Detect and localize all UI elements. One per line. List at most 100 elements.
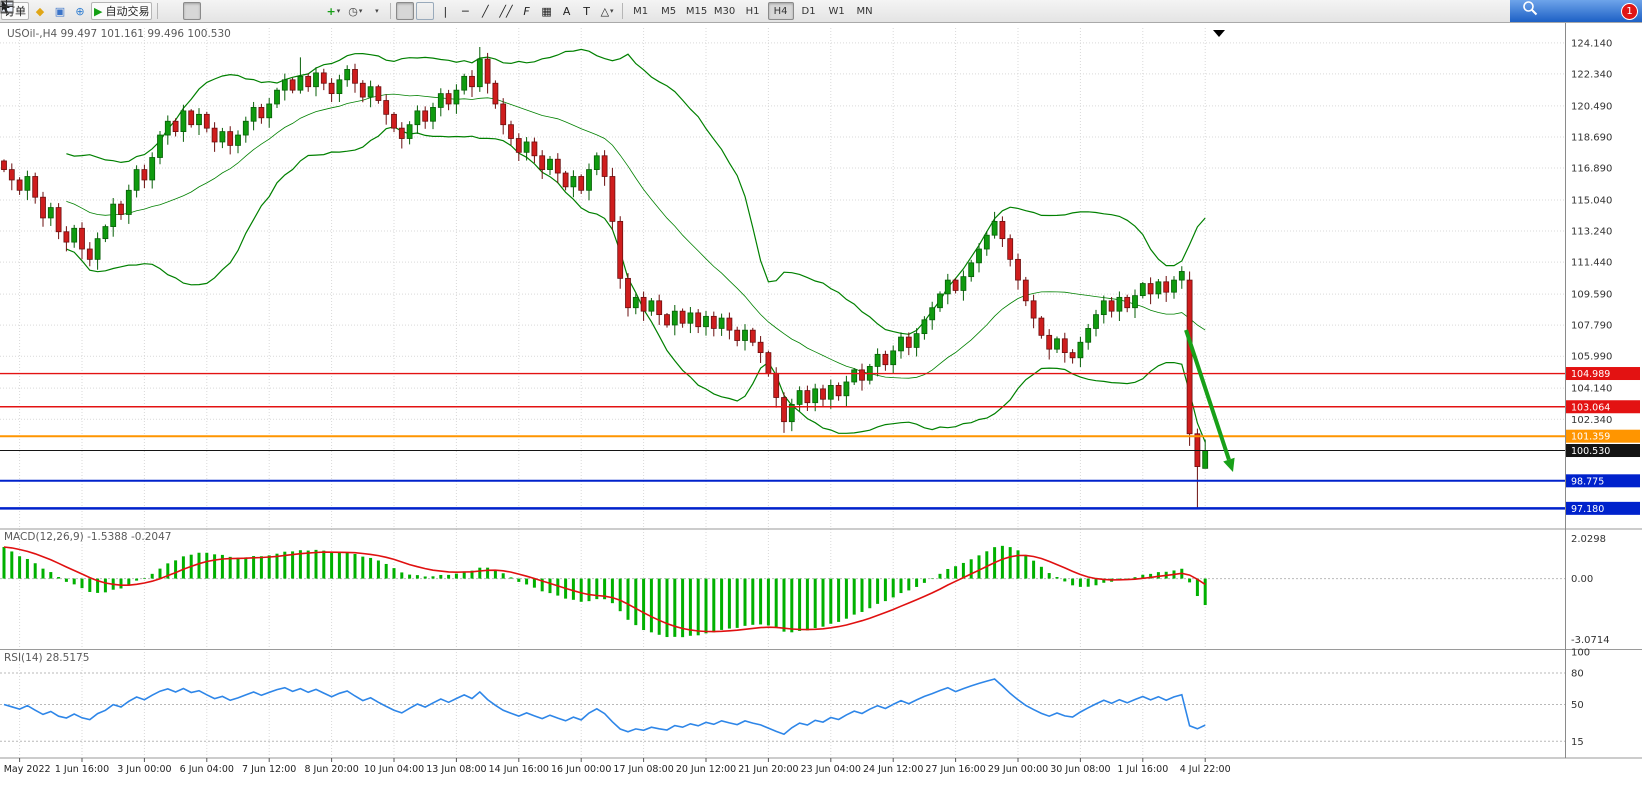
add-indicator-button[interactable]: + ▾ bbox=[323, 2, 343, 20]
timeframe-button-D1[interactable]: D1 bbox=[801, 5, 816, 17]
diamond-icon: ◆ bbox=[35, 4, 45, 18]
dropdown-caret-icon: ▾ bbox=[375, 7, 379, 15]
indicator-window-button[interactable] bbox=[0, 0, 321, 20]
dropdown-caret-icon: ▾ bbox=[336, 7, 341, 15]
shapes-tool-button[interactable]: △ ▾ bbox=[598, 2, 617, 20]
svg-text:27 Jun 16:00: 27 Jun 16:00 bbox=[925, 764, 985, 775]
trendline-icon: ╱ bbox=[482, 4, 489, 18]
svg-text:109.590: 109.590 bbox=[1571, 290, 1612, 301]
trend-arrow-annotation[interactable] bbox=[1184, 329, 1235, 472]
clock-icon: ◷ bbox=[348, 4, 358, 18]
svg-text:10 Jun 04:00: 10 Jun 04:00 bbox=[364, 764, 424, 775]
zoom-in-button[interactable] bbox=[1, 1, 241, 20]
svg-text:3 Jun 00:00: 3 Jun 00:00 bbox=[117, 764, 171, 775]
channel-icon: ╱╱ bbox=[499, 4, 513, 18]
text-tool-button[interactable]: A bbox=[558, 2, 576, 20]
tile-windows-button[interactable] bbox=[1, 1, 281, 20]
candlesticks bbox=[1, 46, 1209, 509]
arrange-charts-button[interactable] bbox=[0, 1, 301, 20]
terminal-button[interactable]: ⊕ bbox=[71, 2, 89, 20]
bar-chart-type-button[interactable] bbox=[2, 1, 181, 20]
globe-icon: ⊕ bbox=[75, 4, 85, 18]
template-button[interactable]: ▾ bbox=[0, 1, 385, 20]
svg-text:29 Jun 00:00: 29 Jun 00:00 bbox=[988, 764, 1048, 775]
cursor-tool-button[interactable] bbox=[2, 1, 415, 20]
search-icon[interactable] bbox=[1522, 0, 1538, 16]
svg-text:23 Jun 04:00: 23 Jun 04:00 bbox=[801, 764, 861, 775]
titlebar-right: 1 bbox=[1510, 0, 1642, 22]
svg-text:100: 100 bbox=[1571, 648, 1590, 659]
svg-text:50: 50 bbox=[1571, 700, 1584, 711]
zoom-out-button[interactable] bbox=[1, 1, 261, 20]
timeframe-group: M1 M5 M15 M30 H1 H4 D1 W1 MN bbox=[627, 2, 879, 20]
price-tag-101.359 bbox=[1566, 429, 1640, 443]
fibonacci-icon: F bbox=[523, 4, 530, 18]
autotrading-label: 自动交易 bbox=[105, 4, 150, 18]
timeframe-button-M30[interactable]: M30 bbox=[713, 5, 736, 17]
new-order-label: 订单 bbox=[4, 4, 26, 18]
svg-text:14 Jun 16:00: 14 Jun 16:00 bbox=[489, 764, 549, 775]
timeframe-button-M1[interactable]: M1 bbox=[633, 5, 649, 17]
market-watch-button[interactable]: ▣ bbox=[51, 2, 69, 20]
svg-text:2.0298: 2.0298 bbox=[1571, 534, 1606, 545]
macd-label: MACD(12,26,9) -1.5388 -0.2047 bbox=[4, 531, 172, 543]
favorites-button[interactable]: ◆ bbox=[31, 2, 49, 20]
rsi-pane bbox=[0, 672, 1565, 742]
label-tool-button[interactable]: T bbox=[578, 2, 596, 20]
notification-badge[interactable]: 1 bbox=[1621, 3, 1638, 20]
svg-text:6 Jun 04:00: 6 Jun 04:00 bbox=[180, 764, 234, 775]
svg-text:30 Jun 08:00: 30 Jun 08:00 bbox=[1050, 764, 1110, 775]
price-tag-100.530 bbox=[1566, 444, 1640, 458]
svg-text:107.790: 107.790 bbox=[1571, 321, 1612, 332]
dropdown-caret-icon: ▾ bbox=[358, 7, 363, 15]
horizontal-line-tool-button[interactable]: ─ bbox=[456, 2, 474, 20]
timeframe-button-M5[interactable]: M5 bbox=[661, 5, 677, 17]
price-tag-103.064 bbox=[1566, 400, 1640, 414]
crosshair-tool-button[interactable] bbox=[0, 0, 435, 20]
timeframe-button-MN[interactable]: MN bbox=[856, 5, 873, 17]
svg-text:24 Jun 12:00: 24 Jun 12:00 bbox=[863, 764, 923, 775]
autotrading-button[interactable]: ▶ 自动交易 bbox=[91, 2, 153, 20]
macd-histogram bbox=[0, 545, 1565, 638]
candlestick-type-button[interactable] bbox=[1, 1, 202, 20]
svg-text:104.989: 104.989 bbox=[1571, 369, 1610, 380]
top-toolbar: 订单 ◆ ▣ ⊕ ▶ 自动交易 bbox=[0, 0, 1642, 23]
play-icon: ▶ bbox=[94, 4, 103, 18]
timeframe-button-H1[interactable]: H1 bbox=[745, 5, 760, 17]
svg-text:7 Jun 12:00: 7 Jun 12:00 bbox=[242, 764, 296, 775]
svg-text:120.490: 120.490 bbox=[1571, 101, 1612, 112]
price-tag-104.989 bbox=[1566, 367, 1640, 381]
bollinger-bands bbox=[66, 48, 1206, 443]
crosshair-icon bbox=[0, 0, 13, 13]
svg-text:105.990: 105.990 bbox=[1571, 352, 1612, 363]
svg-text:20 Jun 12:00: 20 Jun 12:00 bbox=[676, 764, 736, 775]
svg-text:16 Jun 00:00: 16 Jun 00:00 bbox=[551, 764, 611, 775]
svg-text:13 Jun 08:00: 13 Jun 08:00 bbox=[426, 764, 486, 775]
grid-icon: ▦ bbox=[541, 4, 552, 18]
svg-text:97.180: 97.180 bbox=[1571, 504, 1604, 515]
channel-tool-button[interactable]: ╱╱ bbox=[496, 2, 515, 20]
label-tool-icon: T bbox=[583, 4, 590, 18]
svg-text:124.140: 124.140 bbox=[1571, 38, 1612, 49]
notification-count: 1 bbox=[1626, 6, 1633, 17]
fibonacci-tool-button[interactable]: F bbox=[518, 2, 536, 20]
svg-text:0.00: 0.00 bbox=[1571, 574, 1593, 585]
line-chart-type-button[interactable] bbox=[0, 1, 221, 20]
separator bbox=[390, 3, 392, 19]
grid-tool-button[interactable]: ▦ bbox=[538, 2, 556, 20]
svg-text:80: 80 bbox=[1571, 669, 1584, 680]
svg-text:15: 15 bbox=[1571, 737, 1584, 748]
svg-text:101.359: 101.359 bbox=[1571, 432, 1610, 443]
period-button[interactable]: ◷ ▾ bbox=[345, 2, 365, 20]
trendline-tool-button[interactable]: ╱ bbox=[476, 2, 494, 20]
timeframe-button-W1[interactable]: W1 bbox=[828, 5, 845, 17]
timeframe-button-H4[interactable]: H4 bbox=[767, 2, 794, 20]
svg-text:111.440: 111.440 bbox=[1571, 258, 1612, 269]
text-tool-icon: A bbox=[562, 4, 571, 18]
vertical-line-tool-button[interactable]: | bbox=[436, 2, 454, 20]
vline-icon: | bbox=[443, 4, 448, 18]
chart-ohlc-header: USOil-,H4 99.497 101.161 99.496 100.530 bbox=[7, 28, 231, 40]
timeframe-button-M15[interactable]: M15 bbox=[685, 5, 708, 17]
